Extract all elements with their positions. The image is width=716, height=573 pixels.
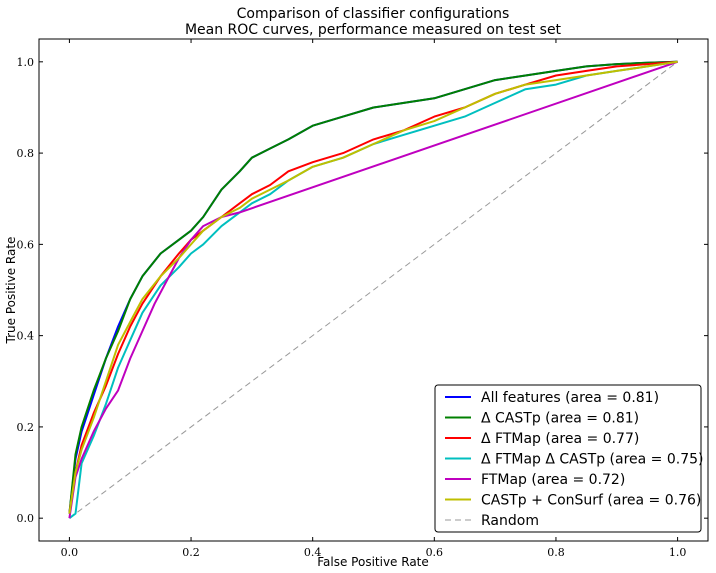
legend-label: FTMap (area = 0.72) (481, 472, 625, 488)
chart-subtitle: Mean ROC curves, performance measured on… (185, 22, 562, 38)
x-axis-ticks: 0.0 0.2 0.4 0.6 0.8 1.0 (61, 39, 687, 559)
legend-label: Δ CASTp (area = 0.81) (481, 411, 639, 427)
y-tick-label: 0.8 (17, 147, 35, 160)
legend-box (434, 384, 702, 533)
x-axis-label: False Positive Rate (317, 555, 429, 569)
series-line-5 (68, 60, 678, 514)
series-line-1 (68, 60, 678, 514)
x-tick-label: 0.6 (426, 546, 444, 559)
y-tick-label: 0.0 (17, 512, 35, 525)
x-tick-label: 0.4 (304, 546, 322, 559)
y-axis-ticks: 0.0 0.2 0.4 0.6 0.8 1.0 (17, 56, 708, 525)
y-tick-label: 0.4 (17, 330, 35, 343)
legend-label: CASTp + ConSurf (area = 0.76) (481, 493, 701, 509)
series-line-6 (69, 61, 678, 519)
y-tick-label: 1.0 (17, 56, 35, 69)
y-tick-label: 0.2 (17, 421, 35, 434)
x-tick-label: 0.2 (182, 546, 200, 559)
x-tick-label: 0.0 (61, 546, 79, 559)
chart-title: Comparison of classifier configurations (237, 6, 510, 22)
series-line-4 (68, 60, 678, 519)
legend-label: All features (area = 0.81) (481, 390, 659, 406)
legend-label: Δ FTMap Δ CASTp (area = 0.75) (481, 452, 703, 468)
series-line-3 (68, 60, 678, 519)
legend-label: Random (481, 513, 539, 529)
legend-label: Δ FTMap (area = 0.77) (481, 431, 639, 447)
x-tick-label: 0.8 (547, 546, 565, 559)
x-tick-label: 1.0 (669, 546, 687, 559)
series-lines (68, 60, 678, 519)
y-axis-label: True Positive Rate (4, 237, 18, 345)
y-tick-label: 0.6 (17, 238, 35, 251)
legend: All features (area = 0.81) Δ CASTp (area … (434, 384, 703, 533)
plot-area: 0.0 0.2 0.4 0.6 0.8 1.0 0.0 0.2 0.4 0.6 0.8 1.0 (17, 38, 709, 559)
